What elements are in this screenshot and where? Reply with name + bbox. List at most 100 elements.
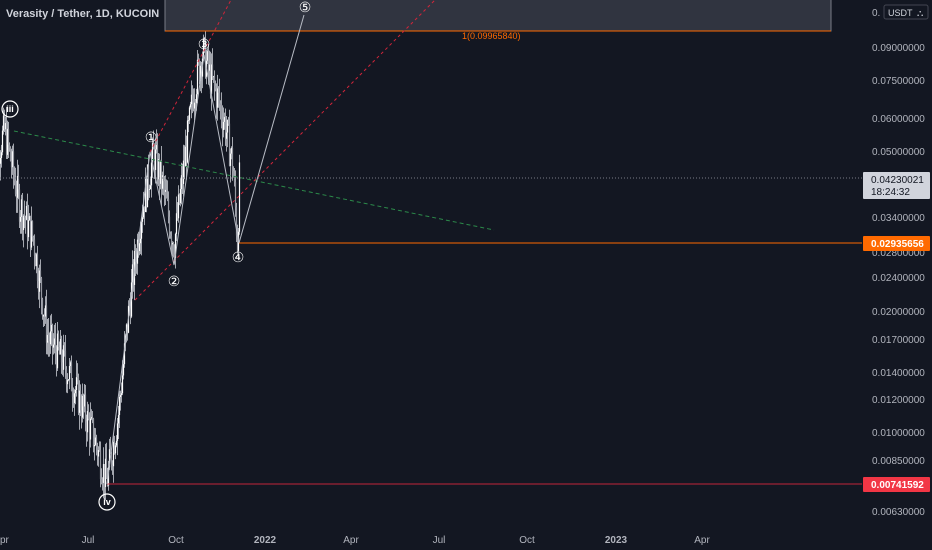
candle-body — [23, 215, 26, 218]
candle-body — [4, 123, 7, 130]
time-tick: Oct — [168, 535, 184, 546]
price-axis-panel[interactable] — [862, 0, 932, 526]
candle-body — [18, 189, 21, 222]
wave-label-2[interactable]: ② — [168, 273, 181, 289]
candle-body — [62, 345, 65, 370]
candle-body — [161, 175, 164, 189]
trendline-red-lower[interactable] — [134, 0, 437, 301]
price-tick: 0.01200000 — [872, 395, 925, 406]
candle-body — [58, 347, 61, 355]
candle-body — [98, 450, 101, 451]
candle-body — [198, 60, 201, 81]
candle-body — [180, 175, 183, 190]
candle-body — [131, 264, 134, 283]
candle-body — [55, 351, 58, 369]
time-tick: Apr — [694, 535, 710, 546]
candle-body — [88, 418, 91, 440]
candle-body — [117, 415, 120, 424]
time-tick: Oct — [519, 535, 535, 546]
trendline-red-upper[interactable] — [149, 0, 232, 153]
candle-body — [195, 94, 198, 104]
candle-body — [102, 464, 105, 483]
candle-body — [76, 377, 79, 378]
candle-body — [44, 305, 47, 317]
candle-body — [29, 216, 32, 248]
wave-label-1[interactable]: ① — [145, 129, 158, 145]
wave-label-iii[interactable]: iii — [1, 100, 19, 118]
candle-body — [60, 338, 63, 363]
wave-iii-text: iii — [6, 104, 14, 114]
candle-body — [199, 65, 202, 81]
candle-body — [82, 395, 85, 407]
candle-body — [0, 152, 3, 158]
candle-body — [228, 123, 231, 166]
candle-body — [63, 345, 66, 351]
candle-body — [107, 467, 110, 486]
candle-body — [128, 305, 131, 307]
candle-body — [179, 189, 182, 203]
candle-body — [174, 233, 177, 258]
candle-body — [206, 51, 209, 61]
currency-badge[interactable] — [883, 4, 929, 20]
price-axis-ticks: 0.09000000 0.07500000 0.06000000 0.05000… — [872, 43, 925, 518]
time-axis-panel[interactable] — [0, 526, 862, 550]
candle-body — [215, 88, 218, 108]
candle-body — [1, 130, 4, 153]
candles-group — [0, 30, 241, 502]
price-axis-top-label: 0. — [872, 8, 880, 19]
candle-body — [79, 390, 82, 411]
candle-body — [176, 213, 179, 219]
candle-body — [83, 394, 86, 407]
candle-body — [211, 64, 214, 77]
candle-body — [47, 334, 50, 342]
candle-body — [75, 377, 78, 390]
candle-body — [141, 217, 144, 222]
candle-body — [105, 458, 108, 479]
candle-body — [19, 216, 22, 222]
candle-body — [31, 221, 34, 237]
time-tick: Apr — [343, 535, 359, 546]
orange-level-value: 0.02935656 — [871, 239, 924, 250]
candle-body — [129, 305, 132, 317]
candle-body — [213, 76, 216, 86]
candle-body — [149, 185, 152, 190]
candle-body — [22, 215, 25, 231]
candle-body — [86, 411, 89, 433]
price-tick: 0.07500000 — [872, 76, 925, 87]
candle-body — [115, 440, 118, 446]
candle-body — [66, 380, 69, 385]
current-price-label[interactable]: 0.04230021 18:24:32 — [863, 172, 930, 199]
wave-label-5[interactable]: ⑤ — [299, 0, 312, 15]
candle-body — [229, 153, 232, 166]
wave-label-4[interactable]: ④ — [232, 249, 245, 265]
wave-label-3[interactable]: ③ — [198, 36, 211, 52]
candle-body — [51, 324, 54, 348]
candle-body — [234, 182, 237, 208]
candle-body — [150, 162, 153, 186]
orange-level-price-label[interactable]: 0.02935656 — [863, 236, 930, 251]
wave-label-iv[interactable]: iv — [98, 493, 116, 511]
candle-body — [2, 115, 5, 131]
candle-body — [43, 314, 46, 317]
candle-body — [5, 123, 8, 155]
red-level-price-label[interactable]: 0.00741592 — [863, 477, 930, 492]
candle-body — [207, 51, 210, 71]
elliott-wave-path[interactable] — [106, 14, 305, 485]
candle-body — [3, 115, 6, 130]
candle-body — [24, 217, 27, 220]
candle-body — [216, 88, 219, 108]
wave-circle-icon — [1, 100, 19, 118]
price-tick: 0.05000000 — [872, 147, 925, 158]
fib-extension-box[interactable] — [164, 0, 832, 32]
candle-body — [118, 396, 121, 416]
candle-body — [69, 362, 72, 367]
price-tick: 0.01000000 — [872, 428, 925, 439]
candle-body — [217, 88, 220, 93]
candle-body — [191, 94, 194, 102]
candle-body — [154, 149, 157, 170]
candle-body — [108, 449, 111, 468]
candle-body — [103, 464, 106, 488]
candle-body — [171, 243, 174, 245]
candle-body — [85, 421, 88, 433]
